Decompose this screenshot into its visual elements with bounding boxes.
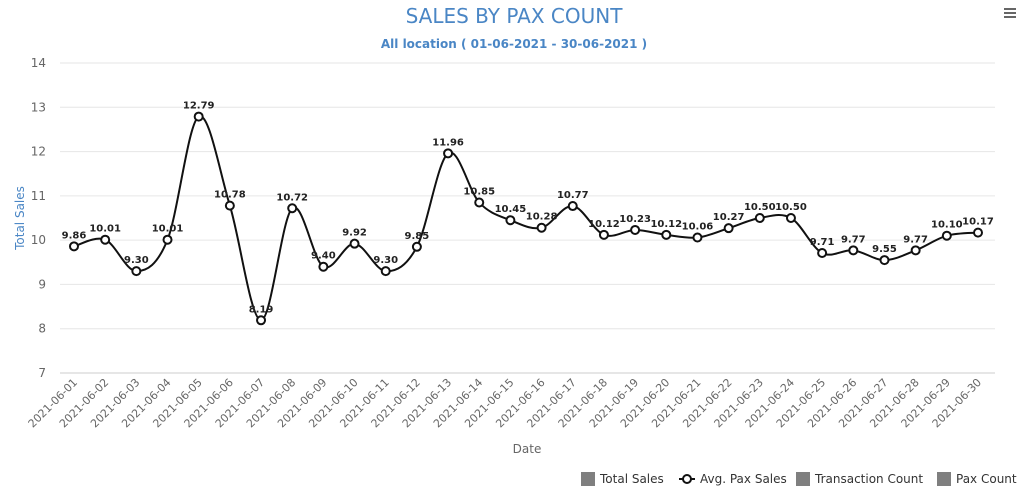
y-tick-label: 9 xyxy=(38,277,46,291)
data-label: 9.30 xyxy=(373,255,398,266)
data-label: 10.72 xyxy=(276,192,308,203)
legend-square-icon xyxy=(581,472,595,486)
data-label: 11.96 xyxy=(432,137,464,148)
chart-title: SALES BY PAX COUNT xyxy=(406,4,624,28)
data-point[interactable] xyxy=(505,215,516,226)
data-point[interactable] xyxy=(661,229,672,240)
data-point[interactable] xyxy=(380,266,391,277)
data-label: 9.77 xyxy=(841,234,866,245)
y-tick-label: 8 xyxy=(38,322,46,336)
y-tick-label: 7 xyxy=(38,366,46,380)
data-point[interactable] xyxy=(224,200,235,211)
data-point[interactable] xyxy=(131,266,142,277)
data-label: 9.55 xyxy=(872,244,897,255)
data-label: 10.01 xyxy=(89,224,121,235)
data-label: 10.12 xyxy=(588,219,620,230)
data-point[interactable] xyxy=(754,213,765,223)
data-label: 9.86 xyxy=(62,230,87,241)
data-point[interactable] xyxy=(443,148,454,159)
data-point[interactable] xyxy=(941,230,952,241)
data-label: 10.28 xyxy=(526,212,558,223)
data-label: 10.77 xyxy=(557,190,589,201)
data-point[interactable] xyxy=(785,213,796,223)
data-label: 10.45 xyxy=(495,204,527,215)
hamburger-menu-icon xyxy=(1004,8,1016,18)
data-point[interactable] xyxy=(287,203,298,214)
x-axis-label: Date xyxy=(513,442,542,456)
legend-item-transaction-count[interactable]: Transaction Count xyxy=(796,472,923,486)
data-label: 10.23 xyxy=(619,214,651,225)
legend-label: Total Sales xyxy=(599,472,664,486)
y-tick-label: 13 xyxy=(31,100,46,114)
data-point[interactable] xyxy=(349,238,360,249)
x-axis-ticks: 2021-06-012021-06-022021-06-032021-06-04… xyxy=(26,376,984,430)
y-tick-label: 14 xyxy=(31,56,46,70)
legend-item-avg-pax-sales[interactable]: Avg. Pax Sales xyxy=(679,472,787,486)
data-labels: 9.8610.019.3010.0112.7910.788.1910.729.4… xyxy=(62,101,994,316)
data-point[interactable] xyxy=(692,232,703,243)
data-point[interactable] xyxy=(879,255,890,266)
data-point[interactable] xyxy=(598,229,609,240)
data-point[interactable] xyxy=(817,247,828,258)
data-label: 10.50 xyxy=(744,202,776,213)
data-label: 9.77 xyxy=(903,234,928,245)
data-label: 8.19 xyxy=(249,304,274,315)
legend-marker-icon xyxy=(682,474,692,484)
y-tick-label: 10 xyxy=(31,233,46,247)
data-point[interactable] xyxy=(69,241,79,252)
y-tick-label: 12 xyxy=(31,145,46,159)
data-point[interactable] xyxy=(848,245,859,256)
data-label: 10.06 xyxy=(682,221,714,232)
chart-subtitle: All location ( 01-06-2021 - 30-06-2021 ) xyxy=(381,37,647,51)
legend: Total Sales Avg. Pax Sales Transaction Cou… xyxy=(581,472,1017,486)
data-label: 10.27 xyxy=(713,212,745,223)
data-label: 9.71 xyxy=(810,237,835,248)
data-point[interactable] xyxy=(973,227,983,238)
data-point[interactable] xyxy=(256,315,267,326)
data-label: 12.79 xyxy=(183,101,215,112)
data-points xyxy=(69,111,983,326)
legend-square-icon xyxy=(937,472,951,486)
data-point[interactable] xyxy=(567,201,578,212)
data-point[interactable] xyxy=(162,234,173,245)
data-point[interactable] xyxy=(411,241,422,252)
data-label: 9.40 xyxy=(311,251,336,262)
menu-button[interactable] xyxy=(1000,4,1020,24)
data-point[interactable] xyxy=(193,111,204,122)
data-label: 9.30 xyxy=(124,255,149,266)
data-label: 9.85 xyxy=(405,231,430,242)
data-label: 10.10 xyxy=(931,220,963,231)
data-point[interactable] xyxy=(723,223,734,234)
y-axis-label: Total Sales xyxy=(13,186,27,251)
y-axis-ticks: 7 8 9 10 11 12 13 14 xyxy=(31,56,46,380)
data-point[interactable] xyxy=(630,224,641,235)
data-label: 10.01 xyxy=(152,224,184,235)
data-label: 9.92 xyxy=(342,228,367,239)
legend-label: Transaction Count xyxy=(814,472,923,486)
data-label: 10.78 xyxy=(214,190,246,201)
data-point[interactable] xyxy=(100,234,111,245)
data-label: 10.12 xyxy=(650,219,682,230)
legend-item-total-sales[interactable]: Total Sales xyxy=(581,472,664,486)
data-point[interactable] xyxy=(910,245,921,256)
data-label: 10.85 xyxy=(463,187,495,198)
legend-item-pax-count[interactable]: Pax Count xyxy=(937,472,1017,486)
data-label: 10.50 xyxy=(775,202,807,213)
data-point[interactable] xyxy=(318,261,329,272)
legend-square-icon xyxy=(796,472,810,486)
legend-label: Avg. Pax Sales xyxy=(700,472,787,486)
legend-label: Pax Count xyxy=(956,472,1017,486)
data-point[interactable] xyxy=(536,222,547,233)
data-label: 10.17 xyxy=(962,217,994,228)
data-point[interactable] xyxy=(474,197,485,208)
y-tick-label: 11 xyxy=(31,189,46,203)
